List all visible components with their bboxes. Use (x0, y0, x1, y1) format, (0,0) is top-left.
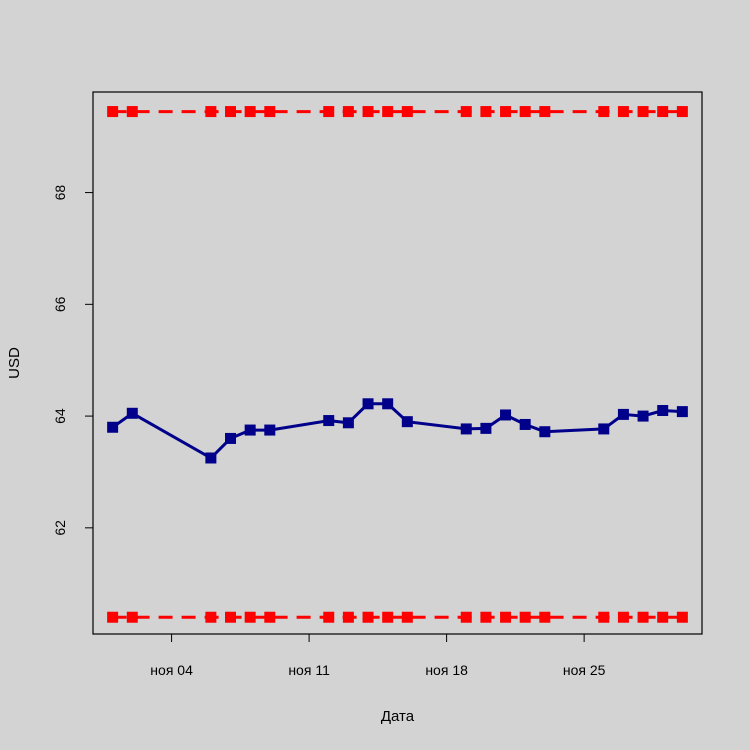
data-point (539, 426, 551, 438)
data-point (205, 611, 217, 623)
data-point (519, 611, 531, 623)
data-point (617, 408, 629, 420)
data-point (657, 106, 669, 118)
data-point (244, 424, 256, 436)
data-point (676, 106, 688, 118)
data-point (637, 410, 649, 422)
data-point (126, 611, 138, 623)
data-point (205, 452, 217, 464)
data-point (126, 106, 138, 118)
data-point (401, 416, 413, 428)
data-point (460, 423, 472, 435)
data-point (342, 611, 354, 623)
data-point (401, 106, 413, 118)
data-point (107, 611, 119, 623)
data-point (539, 106, 551, 118)
series-1 (107, 106, 688, 118)
x-tick-label: ноя 04 (150, 662, 193, 678)
y-axis-title: USD (6, 347, 23, 379)
data-point (617, 611, 629, 623)
x-tick-label: ноя 18 (425, 662, 468, 678)
data-point (225, 611, 237, 623)
data-point (598, 423, 610, 435)
y-tick-label: 66 (52, 296, 68, 312)
data-point (205, 106, 217, 118)
data-point (676, 611, 688, 623)
data-point (323, 415, 335, 427)
data-point (225, 432, 237, 444)
x-tick-label: ноя 11 (288, 662, 330, 678)
y-axis: 62 64 66 68 (52, 185, 93, 536)
data-point (244, 106, 256, 118)
data-point (637, 106, 649, 118)
data-point (225, 106, 237, 118)
data-point (598, 106, 610, 118)
data-point (539, 611, 551, 623)
data-point (598, 611, 610, 623)
data-point (657, 611, 669, 623)
series-2 (107, 611, 688, 623)
data-point (382, 398, 394, 410)
data-point (362, 611, 374, 623)
data-point (107, 421, 119, 433)
data-point (264, 106, 276, 118)
data-point (362, 106, 374, 118)
data-point (342, 417, 354, 429)
data-point (460, 106, 472, 118)
data-point (480, 106, 492, 118)
data-point (500, 106, 512, 118)
data-point (460, 611, 472, 623)
y-tick-label: 68 (52, 185, 68, 201)
data-point (657, 404, 669, 416)
data-point (126, 407, 138, 419)
data-point (519, 418, 531, 430)
data-point (244, 611, 256, 623)
data-point (500, 611, 512, 623)
data-point (323, 611, 335, 623)
data-point (637, 611, 649, 623)
data-point (323, 106, 335, 118)
series-line (111, 402, 683, 460)
x-axis-title: Дата (381, 708, 415, 725)
series-0 (107, 398, 688, 464)
x-tick-label: ноя 25 (563, 662, 606, 678)
data-point (264, 611, 276, 623)
data-point (342, 106, 354, 118)
data-point (382, 106, 394, 118)
y-tick-label: 64 (52, 408, 68, 424)
data-point (401, 611, 413, 623)
plot-frame (92, 91, 703, 635)
data-point (480, 611, 492, 623)
data-point (480, 422, 492, 434)
data-point (617, 106, 629, 118)
data-point (382, 611, 394, 623)
data-point (362, 398, 374, 410)
data-point (519, 106, 531, 118)
data-point (264, 424, 276, 436)
data-point (107, 106, 119, 118)
data-point (676, 406, 688, 418)
series-layer (107, 106, 688, 623)
data-point (500, 409, 512, 421)
y-tick-label: 62 (52, 520, 68, 536)
x-axis: ноя 04 ноя 11 ноя 18 ноя 25 (150, 634, 606, 678)
